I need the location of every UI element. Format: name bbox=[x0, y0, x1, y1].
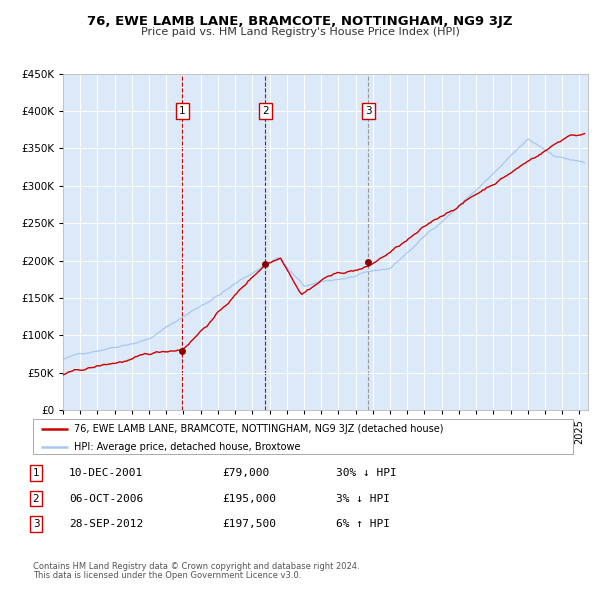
Text: 3% ↓ HPI: 3% ↓ HPI bbox=[336, 494, 390, 503]
Text: 2: 2 bbox=[32, 494, 40, 503]
Text: 3: 3 bbox=[365, 106, 371, 116]
Text: 28-SEP-2012: 28-SEP-2012 bbox=[69, 519, 143, 529]
Text: 1: 1 bbox=[32, 468, 40, 478]
Text: This data is licensed under the Open Government Licence v3.0.: This data is licensed under the Open Gov… bbox=[33, 571, 301, 581]
Text: 10-DEC-2001: 10-DEC-2001 bbox=[69, 468, 143, 478]
Text: Contains HM Land Registry data © Crown copyright and database right 2024.: Contains HM Land Registry data © Crown c… bbox=[33, 562, 359, 571]
Text: £79,000: £79,000 bbox=[222, 468, 269, 478]
Text: £195,000: £195,000 bbox=[222, 494, 276, 503]
Text: 06-OCT-2006: 06-OCT-2006 bbox=[69, 494, 143, 503]
Text: 6% ↑ HPI: 6% ↑ HPI bbox=[336, 519, 390, 529]
Text: £197,500: £197,500 bbox=[222, 519, 276, 529]
Text: 1: 1 bbox=[179, 106, 186, 116]
Text: 3: 3 bbox=[32, 519, 40, 529]
Text: 76, EWE LAMB LANE, BRAMCOTE, NOTTINGHAM, NG9 3JZ (detached house): 76, EWE LAMB LANE, BRAMCOTE, NOTTINGHAM,… bbox=[74, 424, 443, 434]
Text: 76, EWE LAMB LANE, BRAMCOTE, NOTTINGHAM, NG9 3JZ: 76, EWE LAMB LANE, BRAMCOTE, NOTTINGHAM,… bbox=[87, 15, 513, 28]
Text: HPI: Average price, detached house, Broxtowe: HPI: Average price, detached house, Brox… bbox=[74, 441, 300, 451]
Text: 30% ↓ HPI: 30% ↓ HPI bbox=[336, 468, 397, 478]
Text: 2: 2 bbox=[262, 106, 269, 116]
Text: Price paid vs. HM Land Registry's House Price Index (HPI): Price paid vs. HM Land Registry's House … bbox=[140, 28, 460, 37]
